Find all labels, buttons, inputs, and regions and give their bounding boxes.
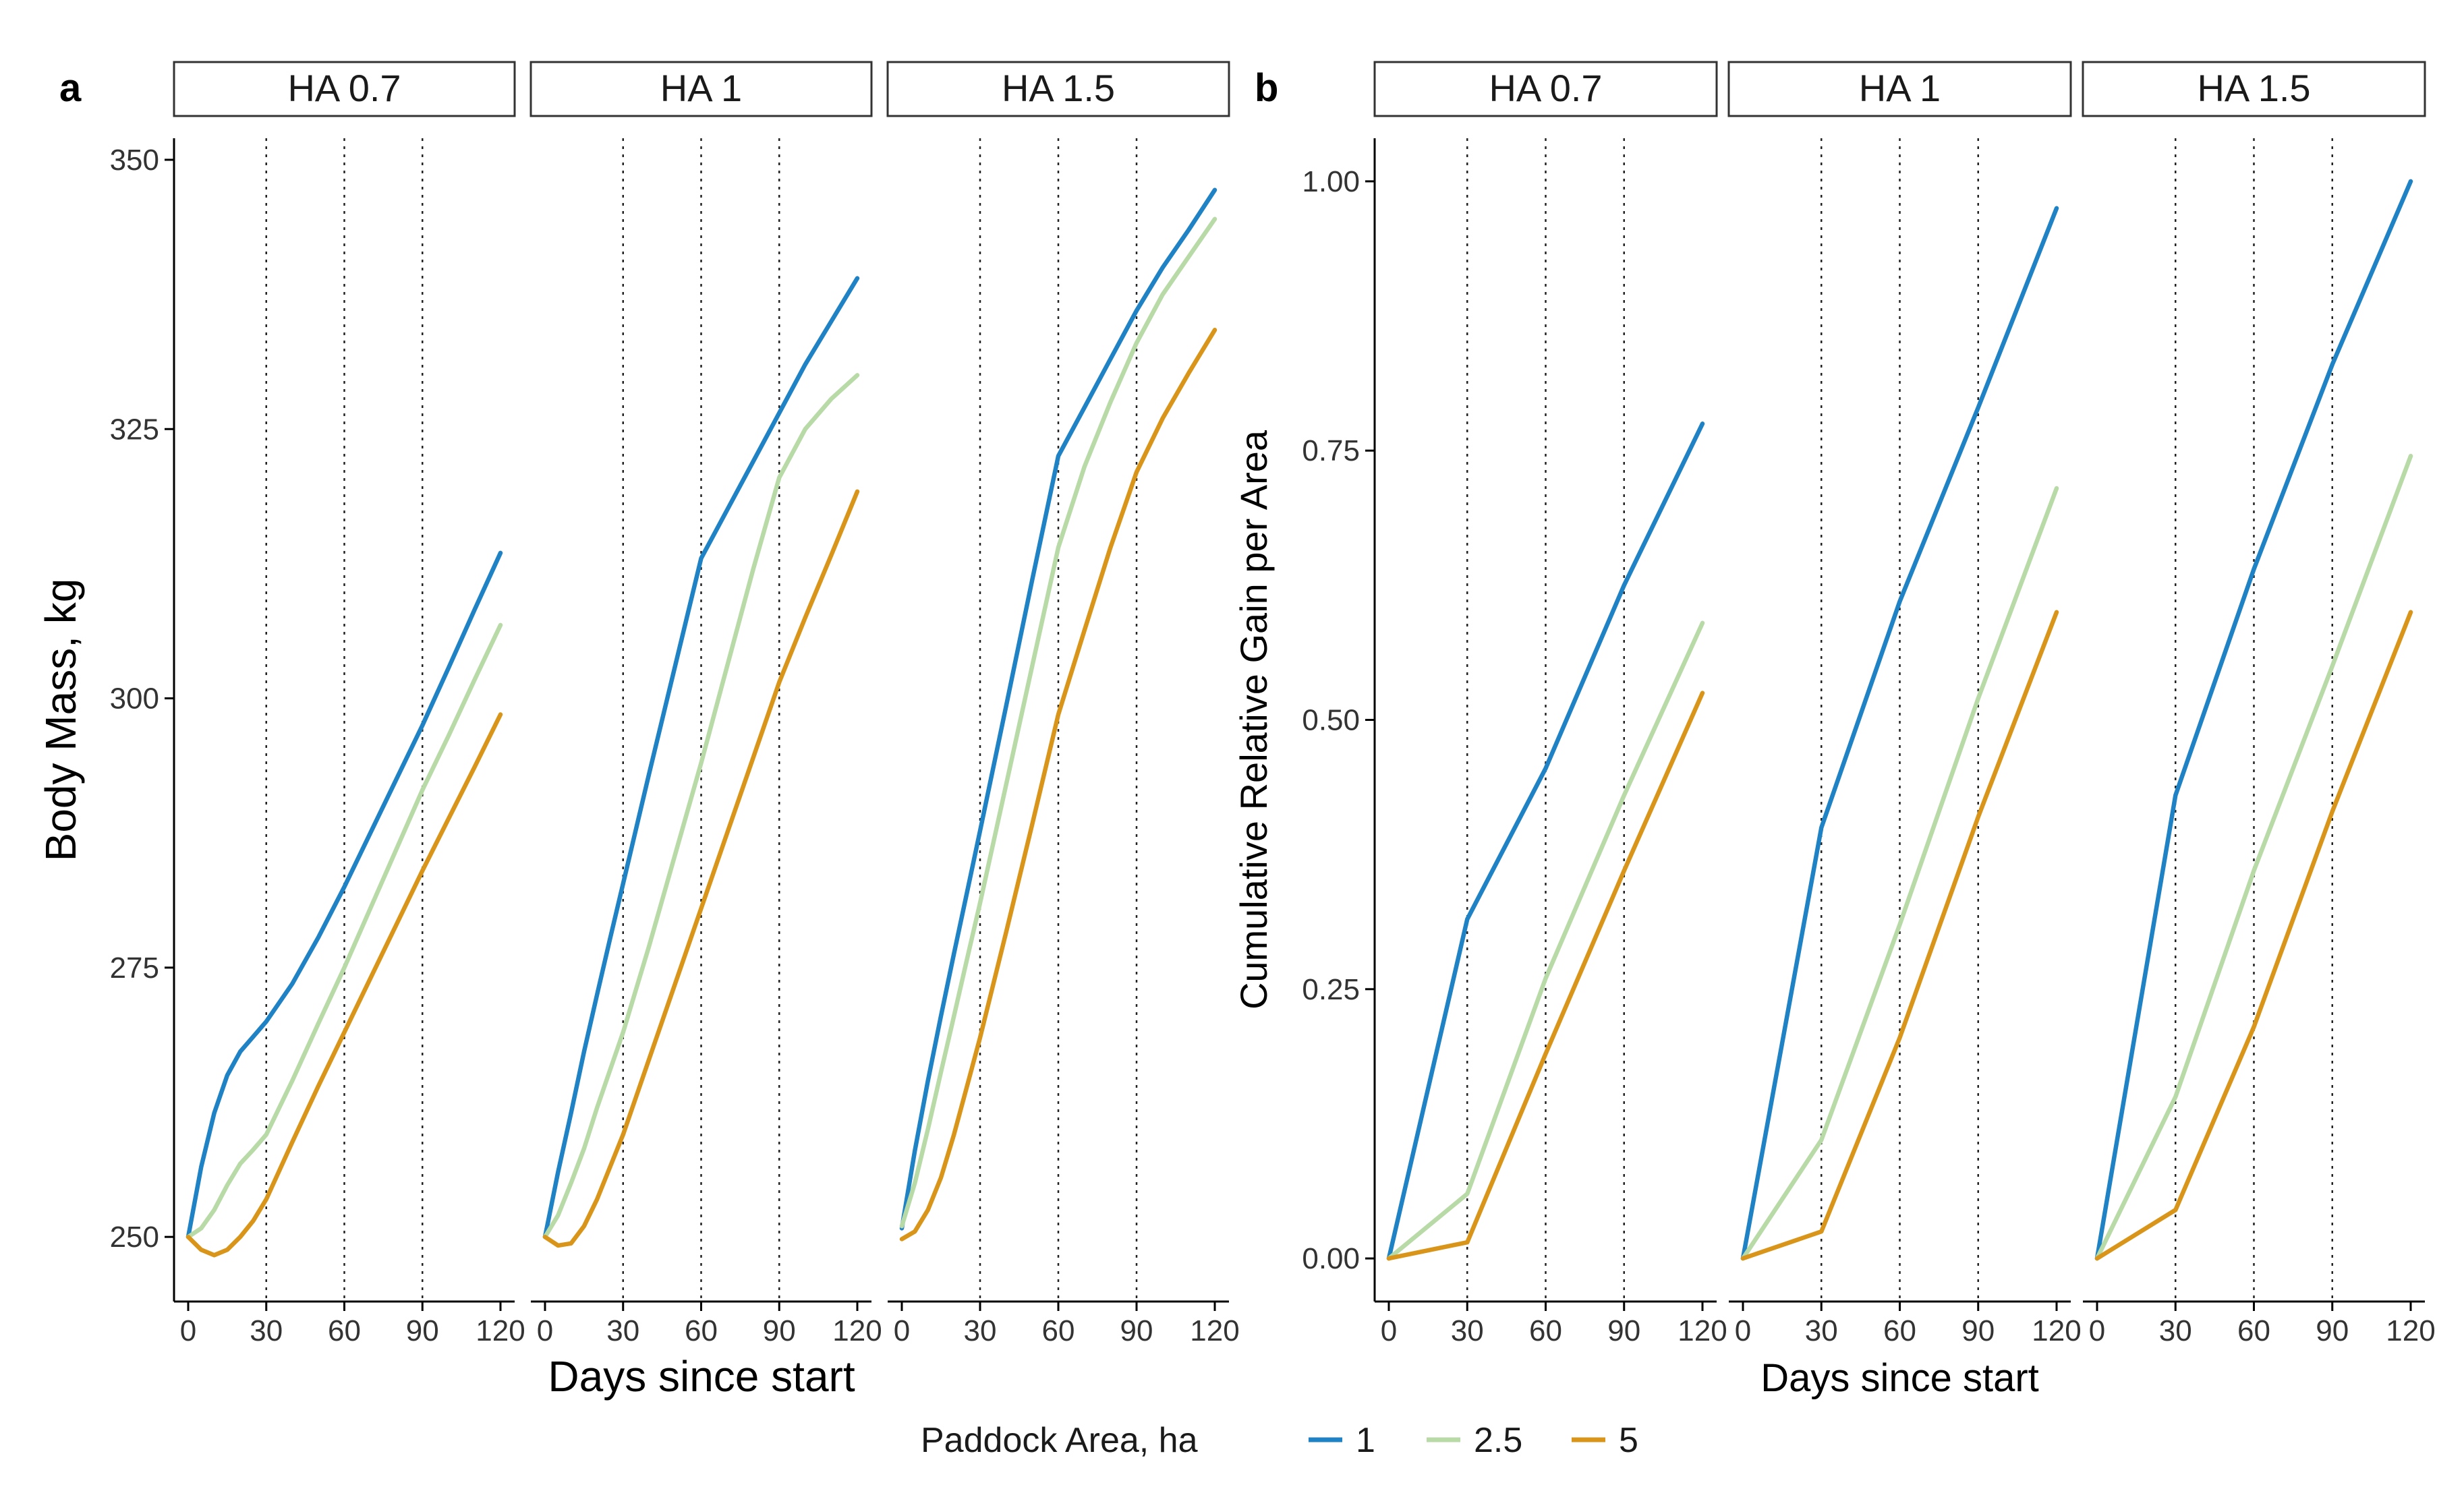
series-line-5 [185,712,503,1258]
x-tick-label: 30 [2159,1314,2192,1347]
series-line-1 [542,276,860,1239]
facet-2: HA 1 0 30 60 90 120 [1727,61,2082,1347]
y-tick-label: 0.50 [1302,704,1360,737]
series-line-5 [2094,610,2413,1261]
series-line-2-5 [899,216,1217,1229]
facet-strip [529,61,873,117]
x-tick-label: 30 [606,1314,639,1347]
x-tick-label: 0 [2089,1314,2105,1347]
x-tick-label: 0 [180,1314,196,1347]
x-tick-label: 30 [964,1314,997,1347]
x-tick-label: 90 [1120,1314,1153,1347]
series-line-2-5 [542,373,860,1239]
x-tick-label: 120 [2386,1314,2435,1347]
y-tick-label: 0.75 [1302,434,1360,467]
series-line-1 [2094,179,2413,1261]
legend-label: 5 [1619,1421,1638,1460]
legend-title: Paddock Area, ha [921,1421,1198,1460]
facet-1: HA 0.7 0 30 60 90 120 [1373,61,1727,1347]
panel-letter: a [59,66,82,110]
y-tick-label: 250 [110,1221,159,1254]
x-tick-label: 60 [328,1314,361,1347]
facet-1: HA 0.7 0 30 60 90 120 [173,61,525,1347]
legend: Paddock Area, ha 1 2.5 5 [921,1421,1638,1460]
series-line-5 [1740,610,2059,1261]
facet-strip-label: HA 1.5 [2197,67,2310,109]
x-tick-label: 60 [1529,1314,1562,1347]
series-line-1 [1386,421,1705,1261]
facet-2: HA 1 0 30 60 90 120 [529,61,882,1347]
y-tick-label: 0.25 [1302,973,1360,1006]
facet-strip-label: HA 1 [1859,67,1941,109]
x-tick-label: 120 [2032,1314,2081,1347]
y-axis-title: Body Mass, kg [36,579,85,862]
x-axis-title: Days since start [1760,1356,2039,1400]
series-line-5 [899,328,1217,1242]
facet-3: HA 1.5 0 30 60 90 120 [2082,61,2436,1347]
x-tick-label: 90 [763,1314,796,1347]
x-axis-title: Days since start [548,1352,855,1401]
x-tick-label: 60 [1042,1314,1075,1347]
x-tick-label: 120 [1678,1314,1727,1347]
series-line-2-5 [1386,620,1705,1261]
series-line-2-5 [185,622,503,1239]
facet-strip [173,61,516,117]
series-line-5 [1386,691,1705,1261]
x-tick-label: 30 [250,1314,283,1347]
facet-strip-label: HA 0.7 [287,67,401,109]
panel-letter: b [1255,66,1278,110]
y-tick-label: 0.00 [1302,1242,1360,1275]
legend-label: 2.5 [1474,1421,1522,1460]
facet-strip [2082,61,2426,117]
x-tick-label: 60 [685,1314,718,1347]
x-tick-label: 90 [406,1314,439,1347]
x-tick-label: 90 [1607,1314,1640,1347]
x-tick-label: 120 [1190,1314,1239,1347]
legend-label: 1 [1356,1421,1375,1460]
x-tick-label: 120 [832,1314,882,1347]
facet-3: HA 1.5 0 30 60 90 120 [886,61,1240,1347]
series-line-5 [542,489,860,1248]
facet-strip [1373,61,1718,117]
series-line-2-5 [1740,486,2059,1261]
series-line-1 [185,550,503,1239]
x-tick-label: 30 [1805,1314,1838,1347]
series-line-1 [899,187,1217,1231]
x-tick-label: 90 [2316,1314,2349,1347]
y-axis-title: Cumulative Relative Gain per Area [1232,430,1275,1010]
facet-strip-label: HA 1.5 [1002,67,1115,109]
y-tick-label: 300 [110,682,159,716]
y-tick-label: 275 [110,952,159,985]
x-tick-label: 0 [894,1314,910,1347]
x-tick-label: 90 [1961,1314,1995,1347]
x-tick-label: 0 [537,1314,553,1347]
x-tick-label: 0 [1381,1314,1397,1347]
panel-b: b 0.00 0.25 0.50 0.75 1.00 Cumulative Relative… [1232,61,2436,1400]
x-tick-label: 30 [1451,1314,1484,1347]
y-tick-label: 325 [110,413,159,446]
facet-strip [886,61,1230,117]
y-tick-label: 1.00 [1302,165,1360,198]
x-tick-label: 60 [1883,1314,1916,1347]
facet-strip-label: HA 0.7 [1489,67,1602,109]
series-line-1 [1740,206,2059,1261]
facet-strip [1727,61,2072,117]
x-tick-label: 60 [2237,1314,2270,1347]
facet-strip-label: HA 1 [660,67,742,109]
y-tick-label: 350 [110,144,159,177]
series-line-2-5 [2094,453,2413,1261]
x-tick-label: 120 [476,1314,525,1347]
x-tick-label: 0 [1735,1314,1751,1347]
